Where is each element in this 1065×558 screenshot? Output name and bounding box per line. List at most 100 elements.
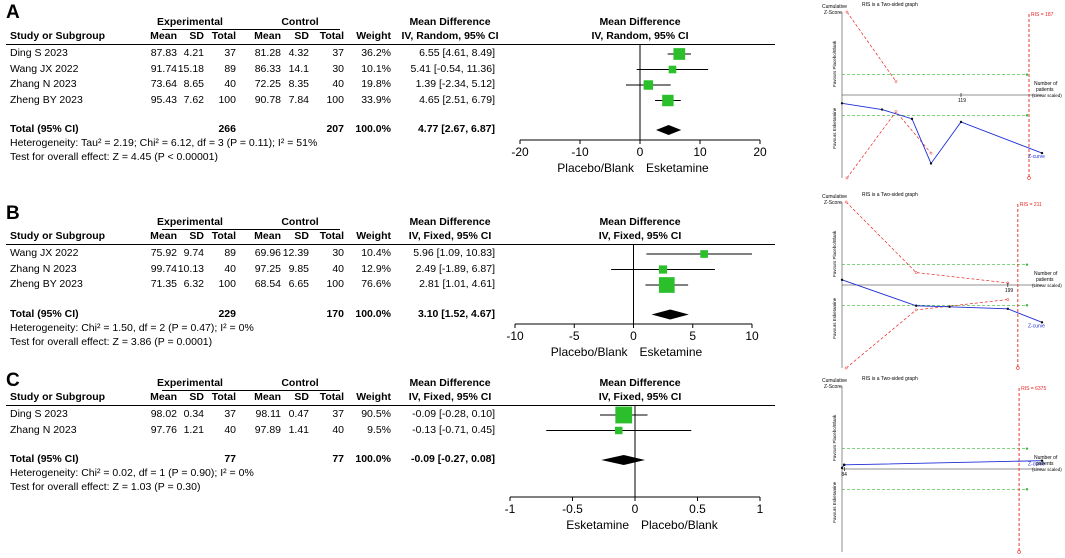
tsa-zscore-label: Z-Score <box>824 384 842 390</box>
z-curve-point <box>1040 151 1044 155</box>
favours-placebo-label: Favours Placebo/Blank <box>832 414 837 461</box>
study-weight: 76.6% <box>361 278 391 290</box>
method-header: IV, Fixed, 95% CI <box>408 391 492 403</box>
ctrl-total-header: Total <box>319 30 344 42</box>
ctrl-mean: 81.28 <box>254 47 281 59</box>
favours-esketamine-label: Favours Esketamine <box>832 481 837 523</box>
ctrl-sd-header: SD <box>294 30 309 42</box>
alpha-spending-boundary <box>845 299 1008 369</box>
ctrl-sd: 14.1 <box>288 62 309 75</box>
mean-difference-header: Mean Difference <box>409 16 491 28</box>
ctrl-sd-header: SD <box>294 230 309 242</box>
exp-sd: 8.65 <box>183 78 204 90</box>
ctrl-mean: 68.54 <box>254 278 281 290</box>
study-name: Zheng BY 2023 <box>10 278 83 290</box>
boundary-point <box>894 80 898 83</box>
study-name: Zhang N 2023 <box>10 78 77 90</box>
conventional-boundary-point <box>1025 447 1029 450</box>
ctrl-mean: 86.33 <box>254 62 281 75</box>
ctrl-sd: 9.85 <box>288 262 309 275</box>
exp-mean: 99.74 <box>150 262 177 275</box>
ctrl-sd: 6.65 <box>288 278 309 290</box>
x-tick-label: 10 <box>745 329 759 343</box>
header-underline <box>162 390 340 391</box>
conventional-boundary-point <box>1025 263 1029 266</box>
study-column-header: Study or Subgroup <box>10 230 106 242</box>
study-ci: 6.55 [4.61, 8.49] <box>419 47 495 59</box>
header-rule <box>6 43 775 45</box>
study-weight: 12.9% <box>361 262 391 275</box>
ctrl-sd: 8.35 <box>288 78 309 90</box>
total-ci: 4.77 [2.67, 6.87] <box>417 123 495 135</box>
tsa-two-sided-note: RIS is a Two-sided graph <box>862 376 918 382</box>
experimental-group-header: Experimental <box>157 216 223 228</box>
overall-effect-test: Test for overall effect: Z = 4.45 (P < 0… <box>10 151 218 163</box>
ctrl-sd: 12.39 <box>282 247 309 259</box>
mean-difference-header: Mean Difference <box>409 377 491 389</box>
tsa-xlabel-2: patients <box>1036 461 1054 467</box>
favours-left-label: Placebo/Blank <box>557 161 635 175</box>
tsa-n-label: 199 <box>1005 288 1014 294</box>
z-curve-point <box>948 305 951 308</box>
z-curve-point <box>959 120 963 124</box>
study-square <box>673 48 686 60</box>
pooled-diamond <box>601 455 645 465</box>
favours-right-label: Placebo/Blank <box>641 518 719 532</box>
weight-header: Weight <box>356 230 391 242</box>
exp-mean: 91.74 <box>150 62 177 75</box>
ris-label: RIS = 187 <box>1031 12 1054 18</box>
header-rule <box>6 404 775 406</box>
study-square <box>658 277 675 293</box>
favours-right-label: Esketamine <box>646 161 709 175</box>
z-curve-label: Z-curve <box>1028 323 1045 329</box>
total-label: Total (95% CI) <box>10 123 79 135</box>
study-weight: 19.8% <box>361 78 391 90</box>
panel-label: B <box>6 203 20 224</box>
tsa-xlabel-2: patients <box>1036 277 1054 283</box>
tsa-xlabel-2: patients <box>1036 87 1054 93</box>
exp-mean-header: Mean <box>150 391 177 403</box>
exp-sd-header: SD <box>189 391 204 403</box>
total-weight: 100.0% <box>355 123 391 135</box>
exp-total: 37 <box>224 47 236 59</box>
ctrl-total: 37 <box>332 47 344 59</box>
tsa-xlabel-1: Number of <box>1034 271 1058 277</box>
z-curve-point <box>914 304 918 307</box>
exp-sd: 15.18 <box>177 62 204 75</box>
tsa-xlabel-1: Number of <box>1034 81 1058 87</box>
pooled-diamond <box>651 309 689 320</box>
tsa-n-label: 84 <box>841 472 847 478</box>
study-name: Zhang N 2023 <box>10 423 77 436</box>
exp-mean-header: Mean <box>150 230 177 242</box>
ctrl-sd: 7.84 <box>288 93 309 106</box>
z-curve-point <box>910 117 914 121</box>
weight-header: Weight <box>356 391 391 403</box>
exp-mean: 73.64 <box>150 78 177 90</box>
boundary-point <box>1006 298 1010 301</box>
study-square <box>700 250 708 258</box>
z-curve-label: Z-curve <box>1028 462 1045 468</box>
favours-right-label: Esketamine <box>640 345 703 359</box>
x-tick-label: -10 <box>506 329 524 343</box>
exp-sd: 9.74 <box>183 247 204 259</box>
study-square <box>668 65 677 74</box>
plot-method-header: IV, Random, 95% CI <box>591 30 689 42</box>
total-weight: 100.0% <box>355 453 391 465</box>
panel-a: A <box>0 0 1065 186</box>
boundary-point <box>914 271 918 274</box>
mean-difference-header: Mean Difference <box>409 216 491 228</box>
tsa-two-sided-note: RIS is a Two-sided graph <box>862 2 918 8</box>
tsa-cumulative-label: Cumulative <box>822 194 847 200</box>
ctrl-sd: 0.47 <box>288 408 309 420</box>
study-weight: 10.1% <box>361 62 391 75</box>
total-exp-n: 266 <box>218 123 236 135</box>
study-ci: 4.65 [2.51, 6.79] <box>419 93 495 106</box>
tsa-xlabel-1: Number of <box>1034 455 1058 461</box>
tsa-cumulative-label: Cumulative <box>822 378 847 384</box>
study-weight: 90.5% <box>361 408 391 420</box>
study-ci: 2.81 [1.01, 4.61] <box>419 278 495 290</box>
exp-sd: 10.13 <box>177 262 204 275</box>
conventional-boundary-point <box>1025 114 1029 117</box>
ctrl-mean: 98.11 <box>255 408 282 420</box>
